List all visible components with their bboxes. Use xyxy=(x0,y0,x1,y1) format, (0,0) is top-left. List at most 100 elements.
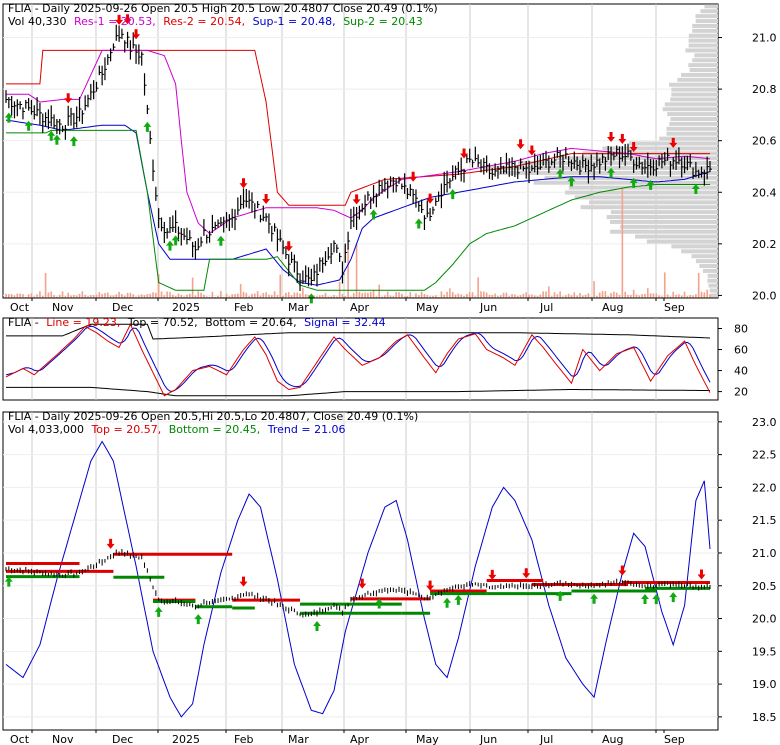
volume-bar xyxy=(279,274,282,298)
volume-bar xyxy=(200,292,202,298)
volume-bar xyxy=(24,296,27,298)
x-tick-label: Oct xyxy=(10,733,30,745)
y-tick-label: 20.8 xyxy=(752,83,777,96)
volume-profile-bar xyxy=(666,131,718,136)
stoch-signal-line xyxy=(5,325,711,392)
volume-bar xyxy=(514,294,516,298)
volume-bar xyxy=(53,295,55,298)
volume-bar xyxy=(112,295,115,298)
sell-arrow xyxy=(426,580,435,591)
volume-bar xyxy=(624,291,626,298)
x-tick-label: Mar xyxy=(288,733,309,745)
volume-bar xyxy=(661,296,663,298)
x-tick-label: Feb xyxy=(234,301,253,314)
volume-bar xyxy=(191,277,194,298)
volume-bar xyxy=(565,295,567,298)
volume-bar xyxy=(463,295,465,298)
volume-bar xyxy=(155,292,157,298)
volume-bar xyxy=(268,294,270,298)
volume-profile-bar xyxy=(671,87,718,92)
volume-bar xyxy=(174,295,177,298)
volume-bar xyxy=(434,295,437,298)
volume-bar xyxy=(590,296,593,298)
volume-bar xyxy=(352,293,355,298)
y-tick-label: 21.0 xyxy=(752,547,777,560)
volume-bar xyxy=(576,295,578,298)
volume-bar xyxy=(217,295,219,298)
volume-bar xyxy=(87,296,89,298)
volume-bar xyxy=(604,291,607,298)
volume-bar xyxy=(84,294,86,298)
volume-bar xyxy=(242,291,245,298)
volume-bar xyxy=(197,291,200,298)
buy-arrow xyxy=(590,593,599,604)
volume-bar xyxy=(483,291,485,298)
volume-bar xyxy=(372,289,375,298)
trend-levels xyxy=(6,552,710,615)
volume-bar xyxy=(129,292,132,298)
volume-bar xyxy=(203,294,205,298)
volume-bar xyxy=(256,291,259,298)
volume-bar xyxy=(607,296,610,298)
volume-bar xyxy=(613,291,615,298)
y-tick-label: 20.0 xyxy=(752,289,777,302)
buy-arrow xyxy=(47,130,56,141)
x-tick-label: 2025 xyxy=(172,733,200,745)
y-tick-label: 20.0 xyxy=(752,613,777,626)
volume-profile-bar xyxy=(602,146,718,151)
volume-profile-bar xyxy=(610,229,718,234)
volume-bar xyxy=(239,283,242,298)
stoch-line xyxy=(5,323,711,397)
buy-arrow xyxy=(171,235,180,246)
sell-arrow xyxy=(618,133,627,144)
volume-bar xyxy=(485,292,488,298)
volume-bar xyxy=(138,295,140,298)
buy-arrow xyxy=(216,235,225,246)
buy-arrow xyxy=(154,606,163,617)
buy-arrow xyxy=(313,621,322,632)
volume-bar xyxy=(126,292,129,298)
volume-profile-bar xyxy=(708,283,718,288)
volume-bar xyxy=(50,291,53,298)
stochastic-lines xyxy=(5,323,711,397)
volume-profile-bar xyxy=(681,249,718,254)
volume-bar xyxy=(214,296,217,298)
volume-bar xyxy=(81,291,84,298)
volume-bar xyxy=(440,291,443,298)
sell-arrow xyxy=(522,568,531,579)
sell-arrow xyxy=(516,139,525,150)
volume-bar xyxy=(302,287,304,298)
x-tick-label: Jun xyxy=(479,733,497,745)
sell-arrow xyxy=(488,569,497,580)
buy-arrow xyxy=(143,121,152,132)
volume-bar xyxy=(556,294,559,298)
stochastic-grid xyxy=(31,318,657,400)
volume-bar xyxy=(152,292,154,298)
volume-bar xyxy=(33,296,36,298)
volume-bar xyxy=(237,293,239,298)
volume-bar xyxy=(166,291,168,298)
volume-bar xyxy=(248,296,250,298)
volume-bar xyxy=(369,291,372,298)
volume-bar xyxy=(313,295,315,298)
x-tick-label: May xyxy=(416,301,439,314)
volume-bar xyxy=(333,295,335,298)
volume-bar xyxy=(321,294,324,298)
stochastic-header: FLIA - Line = 19.23, Top = 70.52, Bottom… xyxy=(8,316,386,329)
volume-bar xyxy=(67,292,70,298)
volume-bar xyxy=(706,289,708,298)
price-arrows xyxy=(4,14,700,304)
volume-bar xyxy=(437,296,440,298)
volume-bar xyxy=(316,296,318,298)
price-panel: 21.0 20.8 20.6 20.4 20.2 20.0 FLIA - Daily 20… xyxy=(2,2,777,304)
volume-profile-bar xyxy=(694,53,718,58)
volume-bar xyxy=(225,293,228,298)
volume-bar xyxy=(539,294,542,298)
volume-bar xyxy=(649,293,652,298)
volume-bar xyxy=(474,296,477,298)
volume-bar xyxy=(584,294,587,298)
volume-bar xyxy=(587,293,590,298)
trend-bars xyxy=(5,549,711,618)
volume-profile-bar xyxy=(498,170,718,175)
sup1-line xyxy=(5,119,711,286)
